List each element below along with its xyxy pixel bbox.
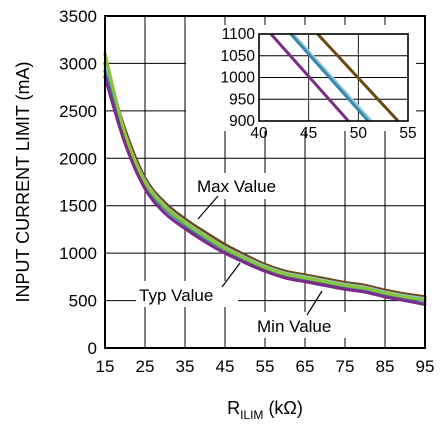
inset-zoom: 40 45 50 55 900 950 1000 1050 1100: [186, 25, 417, 142]
x-tick-label: 55: [256, 357, 275, 376]
max-value-annotation: Max Value: [194, 173, 302, 220]
main-series-group: [103, 52, 427, 306]
x-tick-label: 75: [336, 357, 355, 376]
inset-y-tick-label: 1050: [221, 48, 256, 65]
inset-y-tick-label: 1100: [222, 26, 256, 43]
y-tick-label: 1500: [59, 197, 97, 216]
max-value-label-bg: [194, 173, 302, 199]
x-axis-title-subscript: ILIM: [240, 408, 263, 422]
y-tick-label: 0: [88, 339, 97, 358]
inset-frame: [258, 33, 409, 122]
min-value-annotation: Min Value: [255, 290, 355, 338]
typ-value-leader: [221, 262, 241, 288]
min-value-leader: [306, 290, 323, 316]
inset-x-tick-label: 40: [250, 125, 268, 142]
inset-y-tick-label: 900: [229, 113, 255, 130]
inset-x-tick-label: 50: [350, 125, 368, 142]
x-tick-label: 25: [136, 357, 155, 376]
inset-x-tick-label: 45: [300, 125, 317, 142]
x-axis-title-main: R: [227, 398, 240, 418]
inset-x-tick-label: 55: [399, 125, 416, 142]
y-axis-title: INPUT CURRENT LIMIT (mA): [13, 61, 33, 302]
y-tick-label: 3000: [59, 54, 97, 73]
inset-series-line-3: [269, 33, 350, 122]
max-value-label: Max Value: [197, 177, 276, 196]
x-tick-label: 65: [296, 357, 315, 376]
series-line-3: [103, 52, 427, 302]
y-tick-label: 500: [69, 292, 97, 311]
main-tick-labels: 15 25 35 45 55 65 75 85 950500100015002000250030…: [59, 7, 434, 376]
inset-y-tick-label: 950: [229, 91, 255, 108]
max-value-leader: [197, 195, 219, 220]
typ-value-annotation: Typ Value: [136, 262, 241, 307]
x-tick-label: 35: [176, 357, 195, 376]
x-axis-title: RILIM (kΩ): [227, 398, 303, 422]
inset-series-line-0: [316, 32, 400, 123]
min-value-label: Min Value: [257, 317, 331, 336]
y-tick-label: 1000: [59, 244, 97, 263]
series-line-4: [103, 75, 427, 306]
inset-series-group: [269, 32, 400, 123]
main-plot-frame: [104, 15, 426, 349]
y-tick-label: 3500: [59, 7, 97, 26]
x-tick-label: 85: [376, 357, 395, 376]
inset-y-tick-label: 1000: [221, 70, 256, 87]
y-tick-label: 2500: [59, 102, 97, 121]
inset-series-line-2: [289, 33, 370, 122]
typ-value-label: Typ Value: [139, 286, 213, 305]
inset-tick-labels: 40 45 50 55 900 950 1000 1050 1100: [221, 26, 417, 142]
x-tick-label: 15: [96, 357, 115, 376]
typ-value-label-bg: [136, 281, 238, 307]
inset-series-line-1: [291, 32, 373, 123]
series-line-0: [103, 61, 427, 299]
y-tick-label: 2000: [59, 149, 97, 168]
x-tick-label: 45: [216, 357, 235, 376]
x-axis-title-unit: (kΩ): [263, 398, 302, 418]
min-value-label-bg: [255, 312, 355, 338]
x-tick-label: 95: [416, 357, 435, 376]
